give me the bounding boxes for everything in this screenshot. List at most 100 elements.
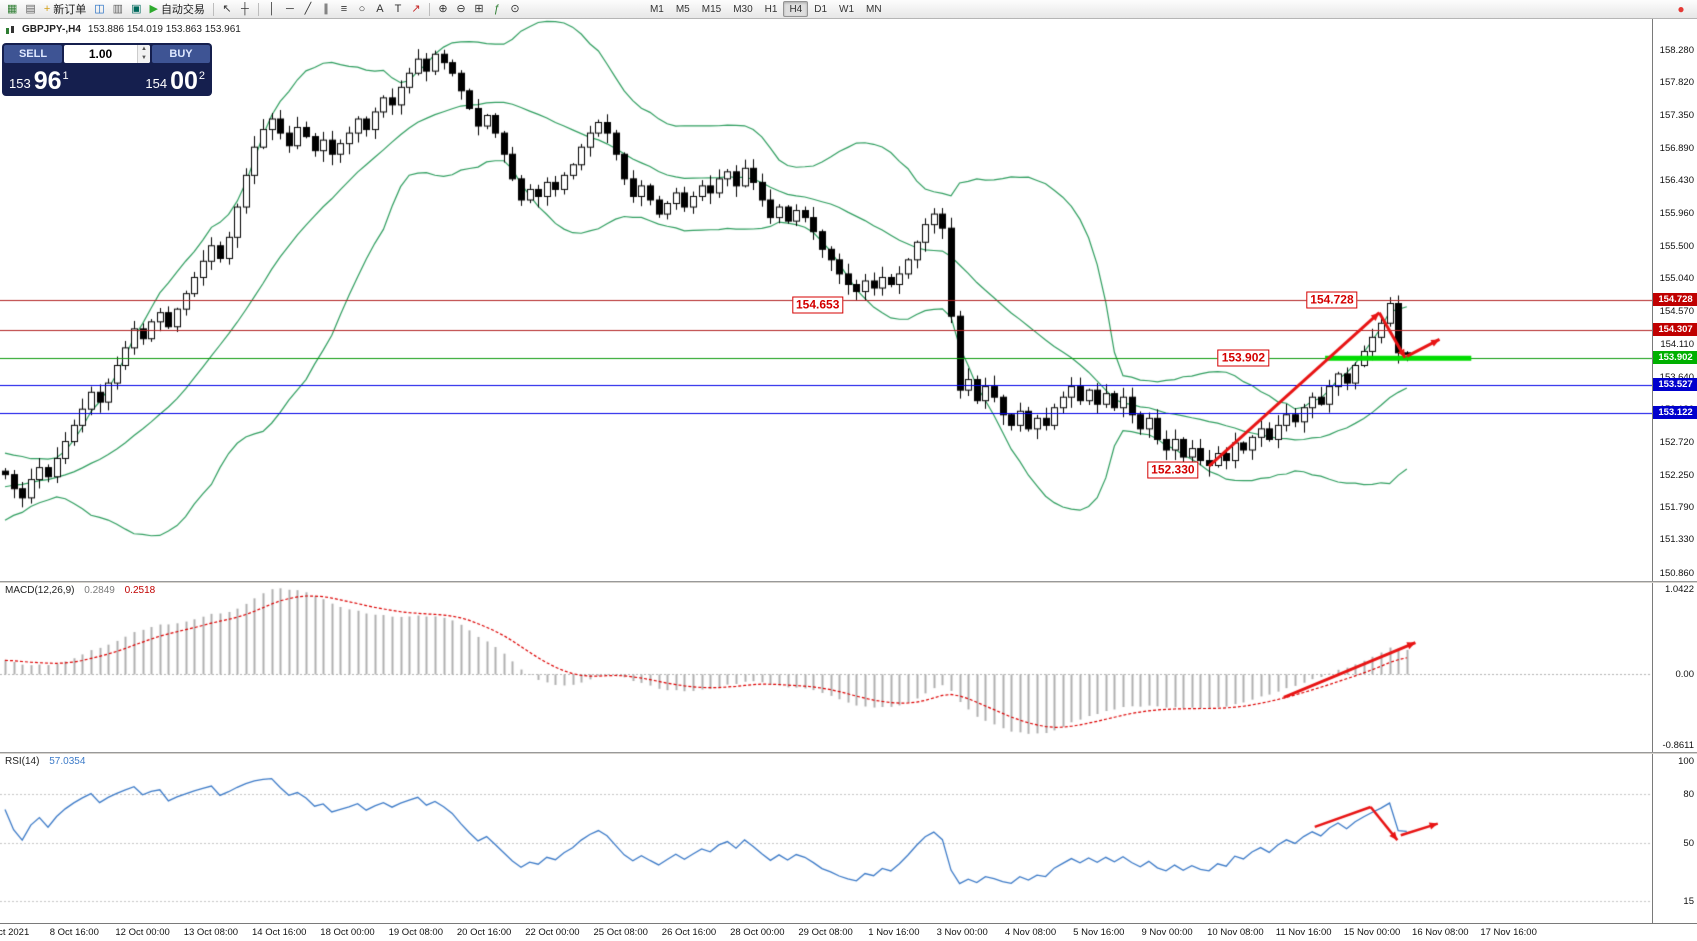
time-label: 22 Oct 00:00 (525, 927, 580, 938)
tile-windows-icon: ⊞ (474, 2, 484, 15)
text-tool-button[interactable]: A (371, 1, 389, 18)
buy-price[interactable]: 154 00 2 (145, 69, 205, 94)
panel-splitter-1[interactable] (0, 581, 1697, 583)
volume-increase-button[interactable]: ▲ (138, 45, 150, 54)
sell-price[interactable]: 153 96 1 (9, 69, 69, 94)
autotrading-button[interactable]: ▶ 自动交易 (145, 1, 208, 18)
price-tick: 150.860 (1659, 567, 1694, 579)
new-chart-button[interactable]: ▦ (3, 1, 21, 18)
price-tick: 155.040 (1659, 273, 1694, 285)
label-tool-button[interactable]: T (389, 1, 407, 18)
horizontal-line-tool-button[interactable]: ─ (281, 1, 299, 18)
macd-signal-value: 0.2518 (124, 585, 156, 596)
chart-title: GBPJPY-,H4 153.886 154.019 153.863 153.9… (5, 24, 241, 35)
price-tick: 157.820 (1659, 77, 1694, 89)
zoom-in-button[interactable]: ⊕ (434, 1, 452, 18)
time-label: 14 Oct 16:00 (251, 927, 307, 938)
time-axis[interactable]: 8 Oct 2021 8 Oct 16:00 12 Oct 00:00 13 Oct … (0, 923, 1697, 941)
time-label: 25 Oct 08:00 (593, 927, 648, 938)
volume-input[interactable]: 1.00 (88, 47, 113, 61)
new-order-button[interactable]: + 新订单 (40, 1, 90, 18)
macd-main-value: 0.2849 (84, 585, 115, 596)
autotrading-icon: ▶ (149, 2, 158, 15)
price-tick: 153.640 (1660, 372, 1694, 383)
periods-button[interactable]: ⊙ (506, 1, 524, 18)
indicators-icon: ƒ (493, 2, 500, 15)
timeframe-h4[interactable]: H4 (783, 1, 809, 17)
shapes-tool-icon: ○ (358, 2, 366, 15)
toolbar: ▦ ▤ + 新订单 ◫ ▥ ▣ ▶ 自动交易 ↖ ┼ │ ─ ╱ ∥ ≡ ○ A T ↗ ⊕ ⊖ ⊞ ƒ ⊙ M1 M5 M15 M… (0, 0, 1697, 19)
time-label: 26 Oct 16:00 (661, 927, 717, 938)
macd-axis-label: 0.00 (1675, 669, 1695, 681)
fibonacci-tool-button[interactable]: ≡ (335, 1, 353, 18)
zoom-out-icon: ⊖ (456, 2, 466, 15)
time-label: 15 Nov 00:00 (1343, 927, 1401, 938)
news-indicator-icon[interactable]: ● (1672, 1, 1690, 18)
price-tick: 151.790 (1659, 502, 1694, 514)
trendline-tool-icon: ╱ (304, 2, 312, 15)
timeframe-mn[interactable]: MN (866, 3, 882, 15)
chart-ohlc-quote: 153.886 154.019 153.863 153.961 (87, 24, 241, 35)
price-axis[interactable]: 158.280 157.820 157.350 156.890 156.430 155.9… (1652, 19, 1697, 923)
fibonacci-tool-icon: ≡ (340, 2, 348, 15)
macd-label: MACD(12,26,9) (5, 585, 75, 596)
crosshair-tool-button[interactable]: ┼ (236, 1, 254, 18)
price-tick: 155.960 (1659, 208, 1694, 220)
arrow-tool-button[interactable]: ↗ (407, 1, 425, 18)
profiles-icon: ▤ (25, 2, 36, 15)
time-label: 16 Nov 08:00 (1412, 927, 1469, 938)
sell-price-small: 153 (9, 76, 31, 91)
panel-splitter-2[interactable] (0, 752, 1697, 754)
trendline-tool-button[interactable]: ╱ (299, 1, 317, 18)
time-label: 17 Nov 16:00 (1480, 927, 1537, 938)
timeframe-m1[interactable]: M1 (649, 3, 664, 15)
time-label: 10 Nov 08:00 (1207, 927, 1264, 938)
cursor-tool-button[interactable]: ↖ (218, 1, 236, 18)
label-tool-icon: T (394, 2, 402, 15)
time-label: 11 Nov 16:00 (1275, 927, 1332, 938)
sell-button[interactable]: SELL (4, 45, 62, 63)
main-chart-panel[interactable]: GBPJPY-,H4 153.886 154.019 153.863 153.9… (0, 19, 1652, 581)
vertical-line-tool-button[interactable]: │ (263, 1, 281, 18)
macd-axis-label: 1.0422 (1664, 584, 1694, 596)
timeframe-h1[interactable]: H1 (764, 3, 778, 15)
timeframe-d1[interactable]: D1 (814, 3, 828, 15)
autotrading-button-label: 自动交易 (160, 4, 205, 16)
macd-panel[interactable]: MACD(12,26,9) 0.2849 0.2518 (0, 583, 1652, 752)
price-tick: 152.250 (1659, 469, 1694, 481)
macd-canvas[interactable] (0, 583, 1652, 752)
price-tick: 157.350 (1659, 110, 1694, 122)
terminal-icon: ▣ (131, 2, 142, 15)
buy-button[interactable]: BUY (152, 45, 210, 63)
time-label: 28 Oct 00:00 (730, 927, 785, 938)
shapes-tool-button[interactable]: ○ (353, 1, 371, 18)
annotation-label: 152.330 (1147, 461, 1199, 479)
toolbar-separator (212, 2, 214, 16)
time-label: 1 Nov 16:00 (868, 927, 920, 938)
price-tick: 156.430 (1659, 175, 1694, 187)
news-indicator-icon: ● (1677, 2, 1685, 16)
timeframe-m15[interactable]: M15 (701, 3, 722, 15)
tile-windows-button[interactable]: ⊞ (470, 1, 488, 18)
terminal-button[interactable]: ▣ (127, 1, 145, 18)
price-tick: 154.110 (1660, 338, 1694, 350)
profiles-button[interactable]: ▤ (21, 1, 39, 18)
indicators-button[interactable]: ƒ (488, 1, 506, 18)
channel-tool-button[interactable]: ∥ (317, 1, 335, 18)
new-order-button-label: 新订单 (53, 4, 87, 16)
timeframe-m30[interactable]: M30 (733, 3, 753, 15)
zoom-out-button[interactable]: ⊖ (452, 1, 470, 18)
time-label: 19 Oct 08:00 (388, 927, 443, 938)
timeframe-m5[interactable]: M5 (675, 3, 690, 15)
rsi-panel[interactable]: RSI(14) 57.0354 (0, 754, 1652, 923)
price-tick: 156.890 (1659, 142, 1694, 154)
timeframe-w1[interactable]: W1 (839, 3, 855, 15)
zoom-in-icon: ⊕ (438, 2, 448, 15)
channel-tool-icon: ∥ (323, 2, 329, 15)
time-label: 8 Oct 16:00 (49, 927, 99, 938)
volume-decrease-button[interactable]: ▼ (138, 54, 150, 63)
volume-field[interactable]: 1.00 ▲ ▼ (64, 45, 150, 63)
navigator-button[interactable]: ▥ (109, 1, 127, 18)
rsi-canvas[interactable] (0, 754, 1652, 923)
market-watch-button[interactable]: ◫ (90, 1, 108, 18)
